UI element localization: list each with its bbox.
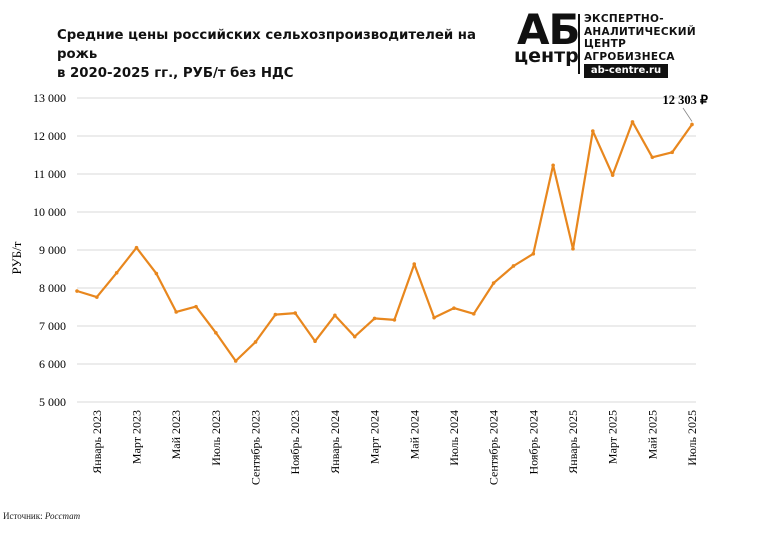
data-point bbox=[452, 306, 456, 310]
data-point bbox=[610, 173, 615, 177]
x-tick-label: Март 2023 bbox=[130, 410, 144, 464]
annotation-leader bbox=[682, 107, 693, 122]
y-tick-label: 8 000 bbox=[39, 281, 66, 295]
y-axis-ticks: 5 000 6 000 7 000 8 000 9 000 10 000 11 000 12 … bbox=[33, 91, 66, 409]
logo-text-line-2: АНАЛИТИЧЕСКИЙ bbox=[584, 25, 696, 38]
logo-divider bbox=[578, 14, 580, 74]
x-tick-label: Сентябрь 2023 bbox=[249, 410, 263, 485]
data-point bbox=[134, 245, 139, 250]
data-point bbox=[432, 315, 436, 320]
data-point bbox=[471, 312, 476, 316]
x-tick-label: Май 2024 bbox=[407, 410, 421, 459]
data-point bbox=[174, 310, 178, 314]
data-point bbox=[412, 262, 417, 266]
y-tick-label: 11 000 bbox=[33, 167, 66, 181]
data-point bbox=[114, 271, 119, 275]
x-tick-label: Январь 2023 bbox=[90, 410, 104, 474]
source-note: Источник: Росстат bbox=[3, 511, 80, 521]
series-line bbox=[76, 120, 693, 363]
source-value: Росстат bbox=[44, 511, 81, 521]
y-axis-label: РУБ/т bbox=[9, 241, 24, 274]
x-tick-label: Январь 2024 bbox=[328, 410, 342, 474]
data-point bbox=[511, 264, 516, 268]
data-point bbox=[293, 311, 298, 315]
data-point bbox=[392, 318, 397, 322]
chart-title-line-2: в 2020-2025 гг., РУБ/т без НДС bbox=[57, 66, 294, 81]
chart-title: Средние цены российских сельхозпроизводи… bbox=[57, 26, 497, 83]
logo-mark-sub: центр bbox=[514, 45, 579, 67]
y-tick-label: 13 000 bbox=[33, 91, 66, 105]
data-point bbox=[531, 252, 536, 256]
x-tick-label: Январь 2025 bbox=[566, 410, 580, 474]
data-point bbox=[253, 340, 258, 344]
logo-url: ab-centre.ru bbox=[584, 64, 668, 78]
data-point bbox=[333, 313, 337, 318]
y-tick-label: 5 000 bbox=[39, 395, 66, 409]
y-tick-label: 6 000 bbox=[39, 357, 66, 371]
y-tick-label: 7 000 bbox=[39, 319, 66, 333]
chart-annotations: 12 303 ₽ bbox=[663, 93, 710, 122]
chart-title-line-1: Средние цены российских сельхозпроизводи… bbox=[57, 28, 476, 62]
x-tick-label: Июль 2023 bbox=[209, 410, 223, 466]
x-tick-label: Май 2025 bbox=[645, 410, 659, 459]
logo-text-line-4: АГРОБИЗНЕСА bbox=[584, 50, 675, 63]
data-point bbox=[75, 289, 79, 293]
data-point bbox=[690, 122, 694, 127]
y-tick-label: 10 000 bbox=[33, 205, 66, 219]
data-point bbox=[233, 359, 238, 363]
logo-mark: АБ bbox=[517, 5, 581, 54]
x-tick-label: Ноябрь 2023 bbox=[288, 410, 302, 475]
logo-text-line-3: ЦЕНТР bbox=[584, 38, 627, 50]
data-point bbox=[352, 334, 357, 339]
y-tick-label: 12 000 bbox=[33, 129, 66, 143]
data-point bbox=[154, 271, 159, 276]
x-tick-label: Июль 2025 bbox=[685, 410, 699, 466]
data-point bbox=[273, 312, 278, 317]
x-tick-label: Июль 2024 bbox=[447, 410, 461, 466]
data-point bbox=[214, 331, 218, 335]
data-point bbox=[491, 281, 496, 285]
data-point bbox=[630, 120, 635, 124]
chart-gridlines bbox=[77, 97, 696, 403]
data-point bbox=[372, 316, 377, 321]
annotation-label: 12 303 ₽ bbox=[663, 93, 710, 107]
data-point bbox=[551, 163, 555, 168]
source-label: Источник: bbox=[3, 511, 43, 521]
chart-series bbox=[75, 120, 694, 363]
ab-centre-logo: АБ центр ЭКСПЕРТНО- АНАЛИТИЧЕСКИЙ ЦЕНТР … bbox=[514, 6, 714, 82]
y-tick-label: 9 000 bbox=[39, 243, 66, 257]
data-point bbox=[571, 247, 575, 251]
data-point bbox=[670, 150, 674, 155]
data-point bbox=[95, 295, 99, 299]
data-point bbox=[650, 155, 655, 160]
x-tick-label: Сентябрь 2024 bbox=[487, 410, 501, 485]
x-axis-ticks: Январь 2023 Март 2023 Май 2023 Июль 2023 Сен… bbox=[90, 410, 699, 485]
data-point bbox=[313, 339, 317, 344]
x-tick-label: Май 2023 bbox=[169, 410, 183, 459]
data-point bbox=[591, 129, 595, 133]
logo-text: ЭКСПЕРТНО- АНАЛИТИЧЕСКИЙ ЦЕНТР АГРОБИЗНЕ… bbox=[584, 13, 714, 63]
x-tick-label: Март 2025 bbox=[606, 410, 620, 464]
x-tick-label: Ноябрь 2024 bbox=[526, 410, 540, 475]
data-point bbox=[194, 304, 198, 309]
logo-text-line-1: ЭКСПЕРТНО- bbox=[584, 13, 664, 25]
x-tick-label: Март 2024 bbox=[368, 410, 382, 464]
